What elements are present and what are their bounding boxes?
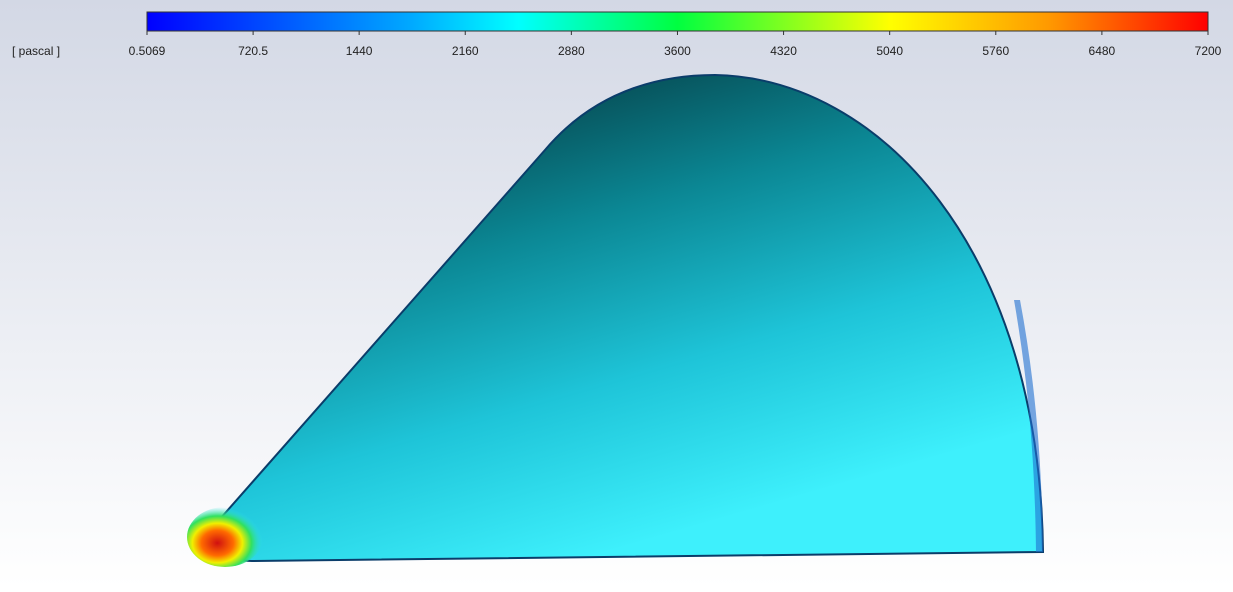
tick-label: 720.5 xyxy=(238,44,268,58)
page: [ pascal ] 0.5069 720.5 1440 2160 2880 3600 43… xyxy=(0,0,1233,587)
tick-label: 3600 xyxy=(664,44,691,58)
tick-label: 2880 xyxy=(558,44,585,58)
colorbar-unit: [ pascal ] xyxy=(12,44,60,58)
tick-label: 0.5069 xyxy=(129,44,166,58)
tick-label: 7200 xyxy=(1195,44,1222,58)
contour-view: [ pascal ] 0.5069 720.5 1440 2160 2880 3600 43… xyxy=(0,0,1233,587)
tick-label: 2160 xyxy=(452,44,479,58)
tick-label: 5040 xyxy=(876,44,903,58)
colorbar xyxy=(147,12,1208,31)
tick-label: 4320 xyxy=(770,44,797,58)
tick-label: 6480 xyxy=(1089,44,1116,58)
tick-label: 1440 xyxy=(346,44,373,58)
tick-label: 5760 xyxy=(982,44,1009,58)
stagnation-region xyxy=(187,507,263,567)
